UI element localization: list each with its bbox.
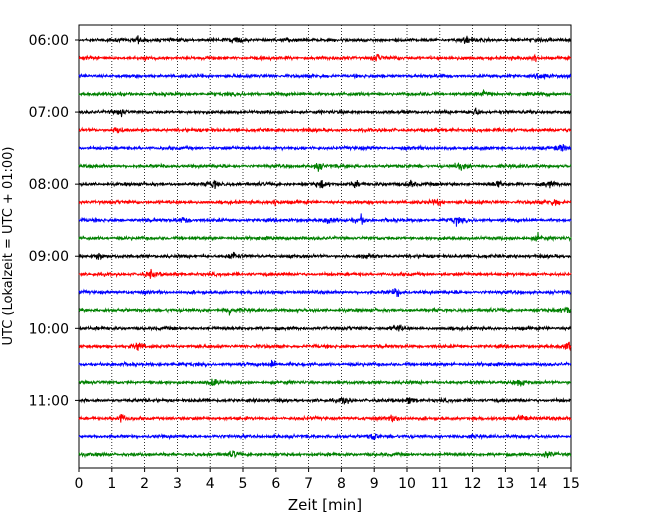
trace-line [78, 450, 572, 459]
trace-line [78, 306, 572, 316]
x-tick-label: 1 [107, 476, 116, 492]
x-tick-label: 11 [431, 476, 449, 492]
trace-line [78, 162, 572, 172]
x-tick-label: 5 [239, 476, 248, 492]
trace-line [78, 359, 572, 369]
x-axis-ticks: 0 1 2 3 4 5 6 7 8 9 10 11 12 13 14 15 [75, 468, 580, 492]
trace-line [78, 107, 572, 118]
x-tick-label: 10 [398, 476, 416, 492]
x-tick-label: 0 [75, 476, 84, 492]
x-tick-label: 6 [271, 476, 280, 492]
plot-frame [78, 24, 572, 469]
trace-line [78, 251, 572, 261]
trace-line [78, 432, 572, 441]
y-tick-label: 08:00 [29, 177, 69, 193]
x-tick-label: 14 [529, 476, 547, 492]
y-tick-label: 07:00 [29, 105, 69, 121]
x-tick-label: 4 [206, 476, 215, 492]
vertical-grid [111, 25, 539, 468]
trace-line [78, 324, 572, 333]
trace-line [78, 288, 572, 298]
trace-line [78, 198, 572, 208]
x-tick-label: 13 [496, 476, 514, 492]
trace-line [78, 341, 572, 352]
trace-line [78, 231, 572, 242]
trace-line [78, 413, 572, 423]
x-tick-label: 7 [304, 476, 313, 492]
trace-line [78, 53, 572, 63]
x-tick-label: 9 [370, 476, 379, 492]
trace-line [78, 213, 572, 227]
trace-line [78, 378, 572, 387]
trace-line [78, 35, 572, 45]
trace-line [78, 179, 572, 190]
y-tick-label: 06:00 [29, 33, 69, 49]
y-tick-label: 10:00 [29, 321, 69, 337]
trace-line [78, 268, 572, 279]
y-tick-label: 11:00 [29, 393, 69, 409]
trace-line [78, 126, 572, 134]
x-tick-label: 2 [140, 476, 149, 492]
x-tick-label: 15 [562, 476, 580, 492]
trace-line [78, 143, 572, 152]
x-tick-label: 3 [173, 476, 182, 492]
y-axis-label: UTC (Lokalzeit = UTC + 01:00) [1, 147, 16, 346]
x-tick-label: 8 [337, 476, 346, 492]
x-tick-label: 12 [464, 476, 482, 492]
y-axis-ticks: 06:00 07:00 08:00 09:00 10:00 11:00 [29, 33, 79, 409]
trace-line [78, 72, 572, 81]
trace-line [78, 396, 572, 406]
x-axis-label: Zeit [min] [288, 496, 362, 514]
trace-line [78, 89, 572, 98]
seismic-traces [78, 35, 572, 459]
y-tick-label: 09:00 [29, 249, 69, 265]
